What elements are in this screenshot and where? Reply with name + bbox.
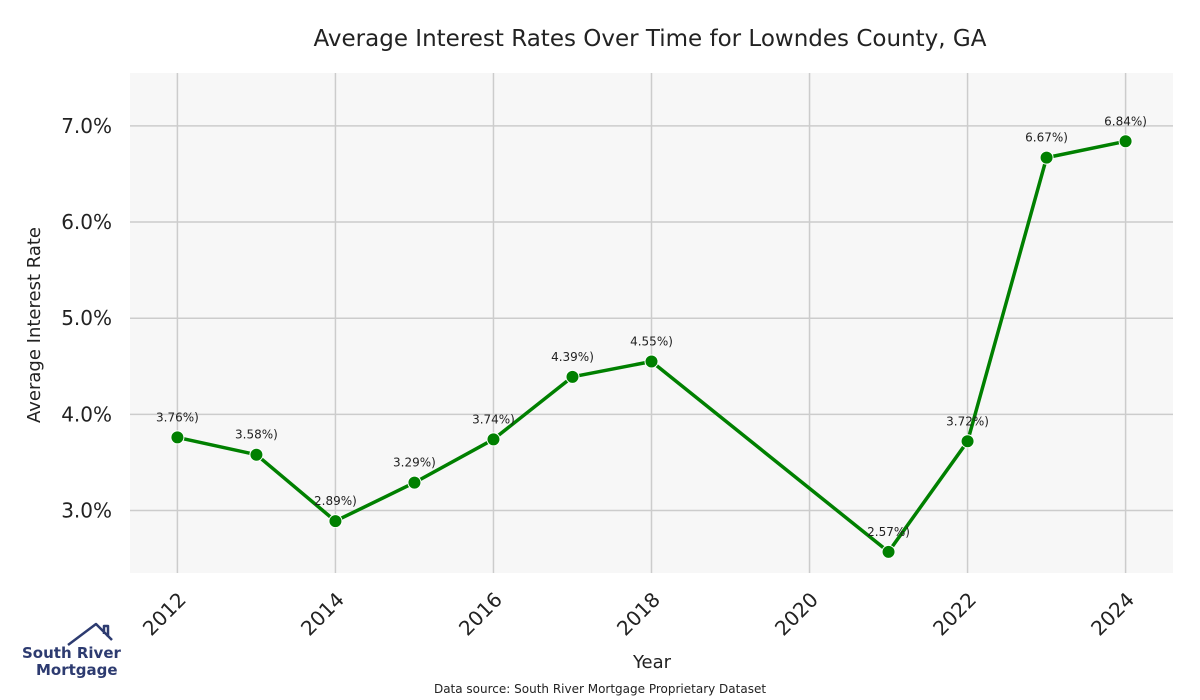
y-tick-label: 4.0% bbox=[61, 402, 112, 426]
chart-title: Average Interest Rates Over Time for Low… bbox=[314, 26, 987, 52]
y-tick-label: 5.0% bbox=[61, 306, 112, 330]
data-point bbox=[328, 514, 343, 529]
data-point bbox=[407, 475, 422, 490]
logo-text-line2: Mortgage bbox=[36, 661, 118, 679]
x-tick-label: 2016 bbox=[454, 587, 507, 640]
data-label: 6.84%) bbox=[1104, 114, 1147, 128]
x-tick-label: 2012 bbox=[138, 587, 191, 640]
x-axis-ticks: 2012 2014 2016 2018 2020 2022 2024 bbox=[138, 587, 1139, 640]
data-point bbox=[486, 432, 501, 447]
x-tick-label: 2020 bbox=[770, 587, 823, 640]
y-tick-label: 7.0% bbox=[61, 114, 112, 138]
x-tick-label: 2024 bbox=[1086, 587, 1139, 640]
company-logo: South River Mortgage bbox=[22, 622, 122, 679]
data-point bbox=[565, 369, 580, 384]
data-label: 4.55%) bbox=[630, 334, 673, 348]
data-label: 2.57%) bbox=[867, 525, 910, 539]
data-point bbox=[1039, 150, 1054, 165]
data-labels: 3.76%) 3.58%) 2.89%) 3.29%) 3.74%) 4.39%) 4.55… bbox=[156, 114, 1147, 539]
x-tick-label: 2022 bbox=[928, 587, 981, 640]
data-label: 3.76%) bbox=[156, 410, 199, 424]
data-label: 6.67%) bbox=[1025, 131, 1068, 145]
y-tick-label: 3.0% bbox=[61, 499, 112, 523]
y-axis-ticks: 3.0% 4.0% 5.0% 6.0% 7.0% bbox=[61, 114, 112, 523]
data-label: 2.89%) bbox=[314, 494, 357, 508]
x-tick-label: 2014 bbox=[296, 587, 349, 640]
data-label: 3.58%) bbox=[235, 428, 278, 442]
data-label: 3.29%) bbox=[393, 456, 436, 470]
data-point bbox=[249, 447, 264, 462]
x-tick-label: 2018 bbox=[612, 587, 665, 640]
logo-text-line1: South River bbox=[22, 644, 122, 662]
x-axis-label: Year bbox=[632, 652, 672, 673]
data-point bbox=[644, 354, 659, 369]
data-label: 4.39%) bbox=[551, 350, 594, 364]
y-tick-label: 6.0% bbox=[61, 210, 112, 234]
data-point bbox=[1118, 134, 1133, 149]
data-label: 3.74%) bbox=[472, 412, 515, 426]
data-source-note: Data source: South River Mortgage Propri… bbox=[434, 682, 766, 696]
series-rate bbox=[170, 134, 1133, 559]
data-point bbox=[170, 430, 185, 445]
y-axis-label: Average Interest Rate bbox=[24, 227, 45, 423]
house-roof-icon bbox=[67, 622, 113, 646]
data-label: 3.72%) bbox=[946, 414, 989, 428]
data-point bbox=[881, 544, 896, 559]
data-point bbox=[960, 434, 975, 449]
